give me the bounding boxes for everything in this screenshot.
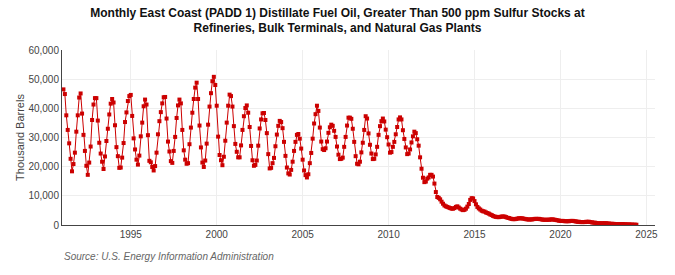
svg-text:1995: 1995 [120, 229, 143, 240]
svg-text:50,000: 50,000 [28, 74, 59, 85]
svg-text:10,000: 10,000 [28, 190, 59, 201]
svg-text:Thousand Barrels: Thousand Barrels [14, 94, 26, 181]
svg-text:Source: U.S. Energy Informatio: Source: U.S. Energy Information Administ… [64, 251, 274, 262]
svg-text:30,000: 30,000 [28, 132, 59, 143]
svg-text:Monthly East Coast (PADD 1) Di: Monthly East Coast (PADD 1) Distillate F… [90, 6, 585, 36]
svg-text:0: 0 [53, 220, 59, 231]
svg-text:2020: 2020 [549, 229, 572, 240]
svg-text:2025: 2025 [635, 229, 658, 240]
svg-text:2010: 2010 [377, 229, 400, 240]
svg-text:60,000: 60,000 [28, 45, 59, 56]
svg-text:2015: 2015 [463, 229, 486, 240]
svg-text:40,000: 40,000 [28, 103, 59, 114]
svg-text:2005: 2005 [292, 229, 315, 240]
svg-text:20,000: 20,000 [28, 161, 59, 172]
svg-text:2000: 2000 [206, 229, 229, 240]
